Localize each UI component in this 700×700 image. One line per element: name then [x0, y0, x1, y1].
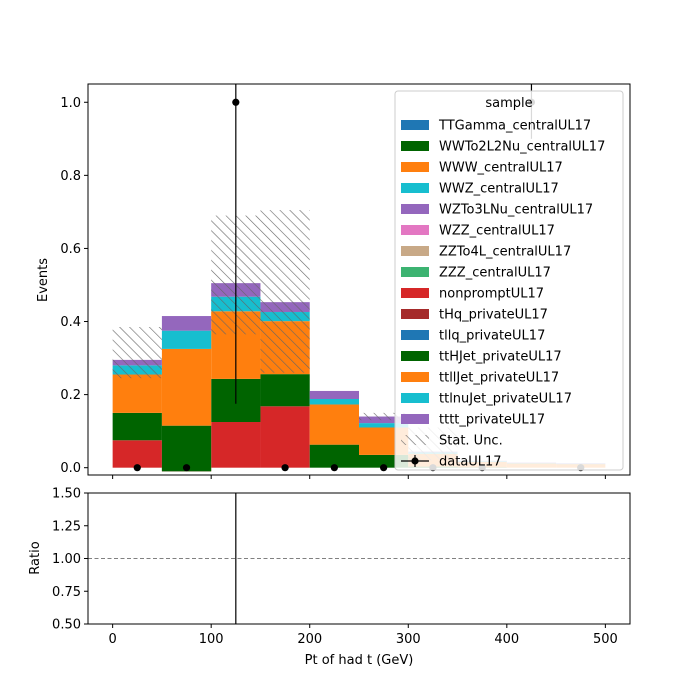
legend-label-5: WZZ_centralUL17	[439, 224, 555, 239]
main-frame	[87, 83, 631, 476]
data-point-2	[232, 98, 240, 106]
ratio-x-tick-label: 200	[297, 632, 322, 647]
legend-label-6: ZZTo4L_centralUL17	[439, 245, 571, 260]
ratio-x-tick-label: 100	[199, 632, 224, 647]
ratio-y-tick-label: 0.75	[52, 585, 81, 600]
legend-label-1: WWTo2L2Nu_centralUL17	[439, 140, 605, 155]
legend-label-11: ttHJet_privateUL17	[439, 350, 562, 365]
legend-label-16: dataUL17	[439, 455, 502, 470]
ratio-y-ticks: 0.50 0.75 1.00 1.25 1.50	[52, 487, 88, 633]
legend-swatch-0	[401, 120, 429, 130]
bar-tttt_privateUL17-bin-4	[309, 390, 359, 399]
bar-tttt_privateUL17-bin-1	[161, 316, 212, 331]
legend-swatch-6	[401, 246, 429, 256]
ratio-y-tick-label: 1.00	[52, 552, 81, 567]
main-y-ticks: 0.0 0.2 0.4 0.6 0.8 1.0	[60, 96, 88, 476]
bar-ttHJet_privateUL17-bin-0	[112, 412, 162, 441]
legend-swatch-13	[401, 393, 429, 403]
bar-ttlnuJet_privateUL17-bin-4	[309, 398, 359, 405]
legend: sample TTGamma_centralUL17 WWTo2L2Nu_cent…	[394, 90, 624, 471]
bar-ttHJet_privateUL17-bin-4	[309, 444, 359, 468]
legend-swatch-8	[401, 288, 429, 298]
main-y-tick-label: 0.6	[60, 242, 81, 257]
main-y-tick-label: 1.0	[60, 96, 81, 111]
ratio-x-tick-label: 0	[108, 632, 116, 647]
legend-marker	[411, 457, 419, 465]
main-y-tick-label: 0.0	[60, 461, 81, 476]
ratio-x-tick-label: 400	[494, 632, 519, 647]
ratio-x-tick-label: 300	[396, 632, 421, 647]
legend-frame	[394, 90, 624, 471]
bar-ttllJet_privateUL17-bin-0	[112, 374, 162, 413]
legend-label-2: WWW_centralUL17	[439, 161, 563, 176]
legend-label-12: ttllJet_privateUL17	[439, 371, 559, 386]
legend-swatch-9	[401, 309, 429, 319]
legend-swatch-4	[401, 204, 429, 214]
legend-label-9: tHq_privateUL17	[439, 308, 548, 323]
legend-label-10: tllq_privateUL17	[439, 329, 545, 344]
bar-ttHJet_privateUL17-bin-3	[260, 374, 310, 407]
legend-label-14: tttt_privateUL17	[439, 413, 545, 428]
main-y-tick-label: 0.8	[60, 169, 81, 184]
stat-unc-band-bin-5	[359, 412, 409, 421]
data-point-5	[380, 464, 388, 472]
bar-nonpromptUL17-bin-2	[211, 422, 261, 468]
bar-nonpromptUL17-bin-3	[260, 406, 310, 468]
data-point-4	[330, 464, 338, 472]
ratio-y-tick-label: 0.50	[52, 618, 81, 633]
legend-swatch-12	[401, 372, 429, 382]
ratio-x-ticks: 0 100 200 300 400 500	[108, 624, 618, 647]
ratio-y-axis-label: Ratio	[28, 541, 43, 574]
legend-entries: TTGamma_centralUL17 WWTo2L2Nu_centralUL17…	[401, 119, 605, 470]
ratio-y-tick-label: 1.25	[52, 519, 81, 534]
legend-swatch-1	[401, 141, 429, 151]
stat-unc-band-bin-0	[112, 327, 162, 379]
bar-ttHJet_privateUL17-bin-1	[161, 425, 212, 472]
main-x-ticks	[112, 475, 606, 479]
main-y-tick-label: 0.2	[60, 388, 81, 403]
legend-label-3: WWZ_centralUL17	[439, 182, 559, 197]
legend-swatch-2	[401, 162, 429, 172]
legend-label-7: ZZZ_centralUL17	[439, 266, 551, 281]
legend-swatch-5	[401, 225, 429, 235]
legend-swatch-10	[401, 330, 429, 340]
main-y-tick-label: 0.4	[60, 315, 81, 330]
data-point-0	[133, 464, 141, 472]
legend-label-0: TTGamma_centralUL17	[438, 119, 591, 134]
bar-ttlnuJet_privateUL17-bin-5	[359, 423, 409, 428]
data-point-1	[182, 464, 191, 472]
legend-label-15: Stat. Unc.	[439, 434, 503, 449]
ratio-x-tick-label: 500	[593, 632, 618, 647]
x-axis-label: Pt of had t (GeV)	[305, 653, 414, 668]
legend-swatch-14	[401, 414, 429, 424]
ratio-panel: 0.50 0.75 1.00 1.25 1.50 0 100 200 300 400 500 Ra…	[28, 487, 631, 668]
bar-ttllJet_privateUL17-bin-4	[309, 404, 359, 445]
bar-ttllJet_privateUL17-bin-1	[161, 348, 212, 426]
legend-label-8: nonpromptUL17	[439, 287, 544, 302]
ratio-y-tick-label: 1.50	[52, 487, 81, 502]
data-point-3	[281, 464, 289, 472]
legend-swatch-15	[401, 435, 429, 445]
ratio-lines	[88, 493, 630, 624]
legend-swatch-7	[401, 267, 429, 277]
legend-swatch-3	[401, 183, 429, 193]
bar-nonpromptUL17-bin-0	[112, 440, 162, 468]
bar-ttlnuJet_privateUL17-bin-1	[161, 330, 212, 349]
stat-unc-band-bin-3	[260, 210, 310, 373]
legend-label-13: ttlnuJet_privateUL17	[439, 392, 572, 407]
legend-label-4: WZTo3LNu_centralUL17	[439, 203, 593, 218]
legend-swatch-11	[401, 351, 429, 361]
legend-title: sample	[485, 96, 532, 111]
main-y-axis-label: Events	[36, 258, 51, 302]
